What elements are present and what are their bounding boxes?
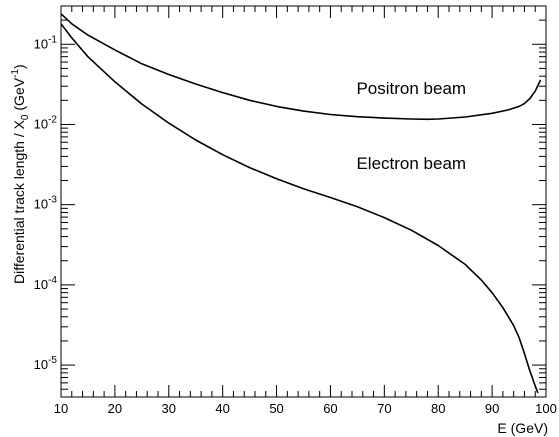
x-axis-label: E (GeV) bbox=[497, 420, 548, 436]
x-tick-label: 70 bbox=[377, 401, 391, 416]
x-tick-label: 30 bbox=[162, 401, 176, 416]
y-axis-ticks: 10-5 10-4 10-3 10-2 10-1 bbox=[34, 19, 546, 398]
x-tick-label: 100 bbox=[535, 401, 557, 416]
x-axis-ticks: 10 20 30 40 50 60 70 80 90 100 bbox=[54, 6, 557, 416]
x-tick-label: 10 bbox=[54, 401, 68, 416]
y-tick-label: 10-2 bbox=[34, 114, 58, 131]
series-layer bbox=[60, 13, 542, 394]
x-tick-label: 50 bbox=[269, 401, 283, 416]
plot-frame bbox=[60, 5, 547, 398]
y-tick-label: 10-5 bbox=[34, 355, 58, 372]
y-tick-label: 10-1 bbox=[34, 34, 58, 51]
y-axis-label: Differential track length / X0 (GeV-1) bbox=[10, 64, 31, 284]
electron-beam-line bbox=[60, 23, 539, 394]
x-tick-label: 90 bbox=[485, 401, 499, 416]
x-tick-label: 80 bbox=[431, 401, 445, 416]
y-tick-label: 10-3 bbox=[34, 195, 58, 212]
x-tick-label: 40 bbox=[215, 401, 229, 416]
y-tick-label: 10-4 bbox=[34, 275, 58, 292]
x-tick-label: 20 bbox=[108, 401, 122, 416]
positron-beam-line bbox=[60, 13, 542, 121]
electron-beam-annotation: Electron beam bbox=[356, 154, 466, 173]
x-tick-label: 60 bbox=[323, 401, 337, 416]
positron-beam-annotation: Positron beam bbox=[356, 79, 466, 98]
